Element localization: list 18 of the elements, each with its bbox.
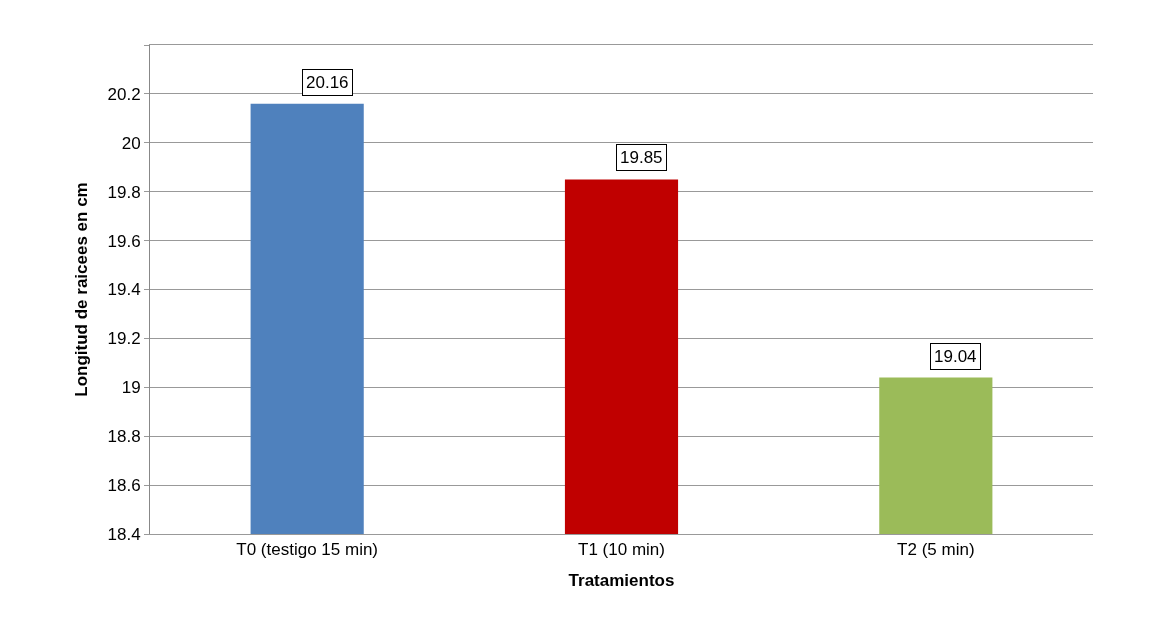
y-tick-label: 19.6 bbox=[107, 231, 141, 251]
y-axis-title: Longitud de raicees en cm bbox=[72, 182, 92, 397]
y-tick-label: 20.2 bbox=[107, 84, 141, 104]
y-tick-label: 18.4 bbox=[107, 524, 141, 544]
y-tick-label: 19.2 bbox=[107, 329, 141, 349]
x-tick-label: T2 (5 min) bbox=[897, 540, 975, 560]
y-tick-label: 20 bbox=[121, 133, 141, 153]
data-label: 19.85 bbox=[620, 148, 663, 167]
y-tick-label: 19 bbox=[121, 378, 141, 398]
data-label: 20.16 bbox=[306, 73, 349, 92]
y-tick-label: 19.8 bbox=[107, 182, 141, 202]
data-label: 19.04 bbox=[934, 347, 977, 366]
y-tick-label: 19.4 bbox=[107, 280, 141, 300]
y-tick-label: 18.6 bbox=[107, 476, 141, 496]
x-axis-title: Tratamientos bbox=[568, 570, 675, 590]
x-tick-label: T1 (10 min) bbox=[578, 540, 665, 560]
x-tick-label: T0 (testigo 15 min) bbox=[236, 540, 379, 560]
y-tick-label: 18.8 bbox=[107, 427, 141, 447]
